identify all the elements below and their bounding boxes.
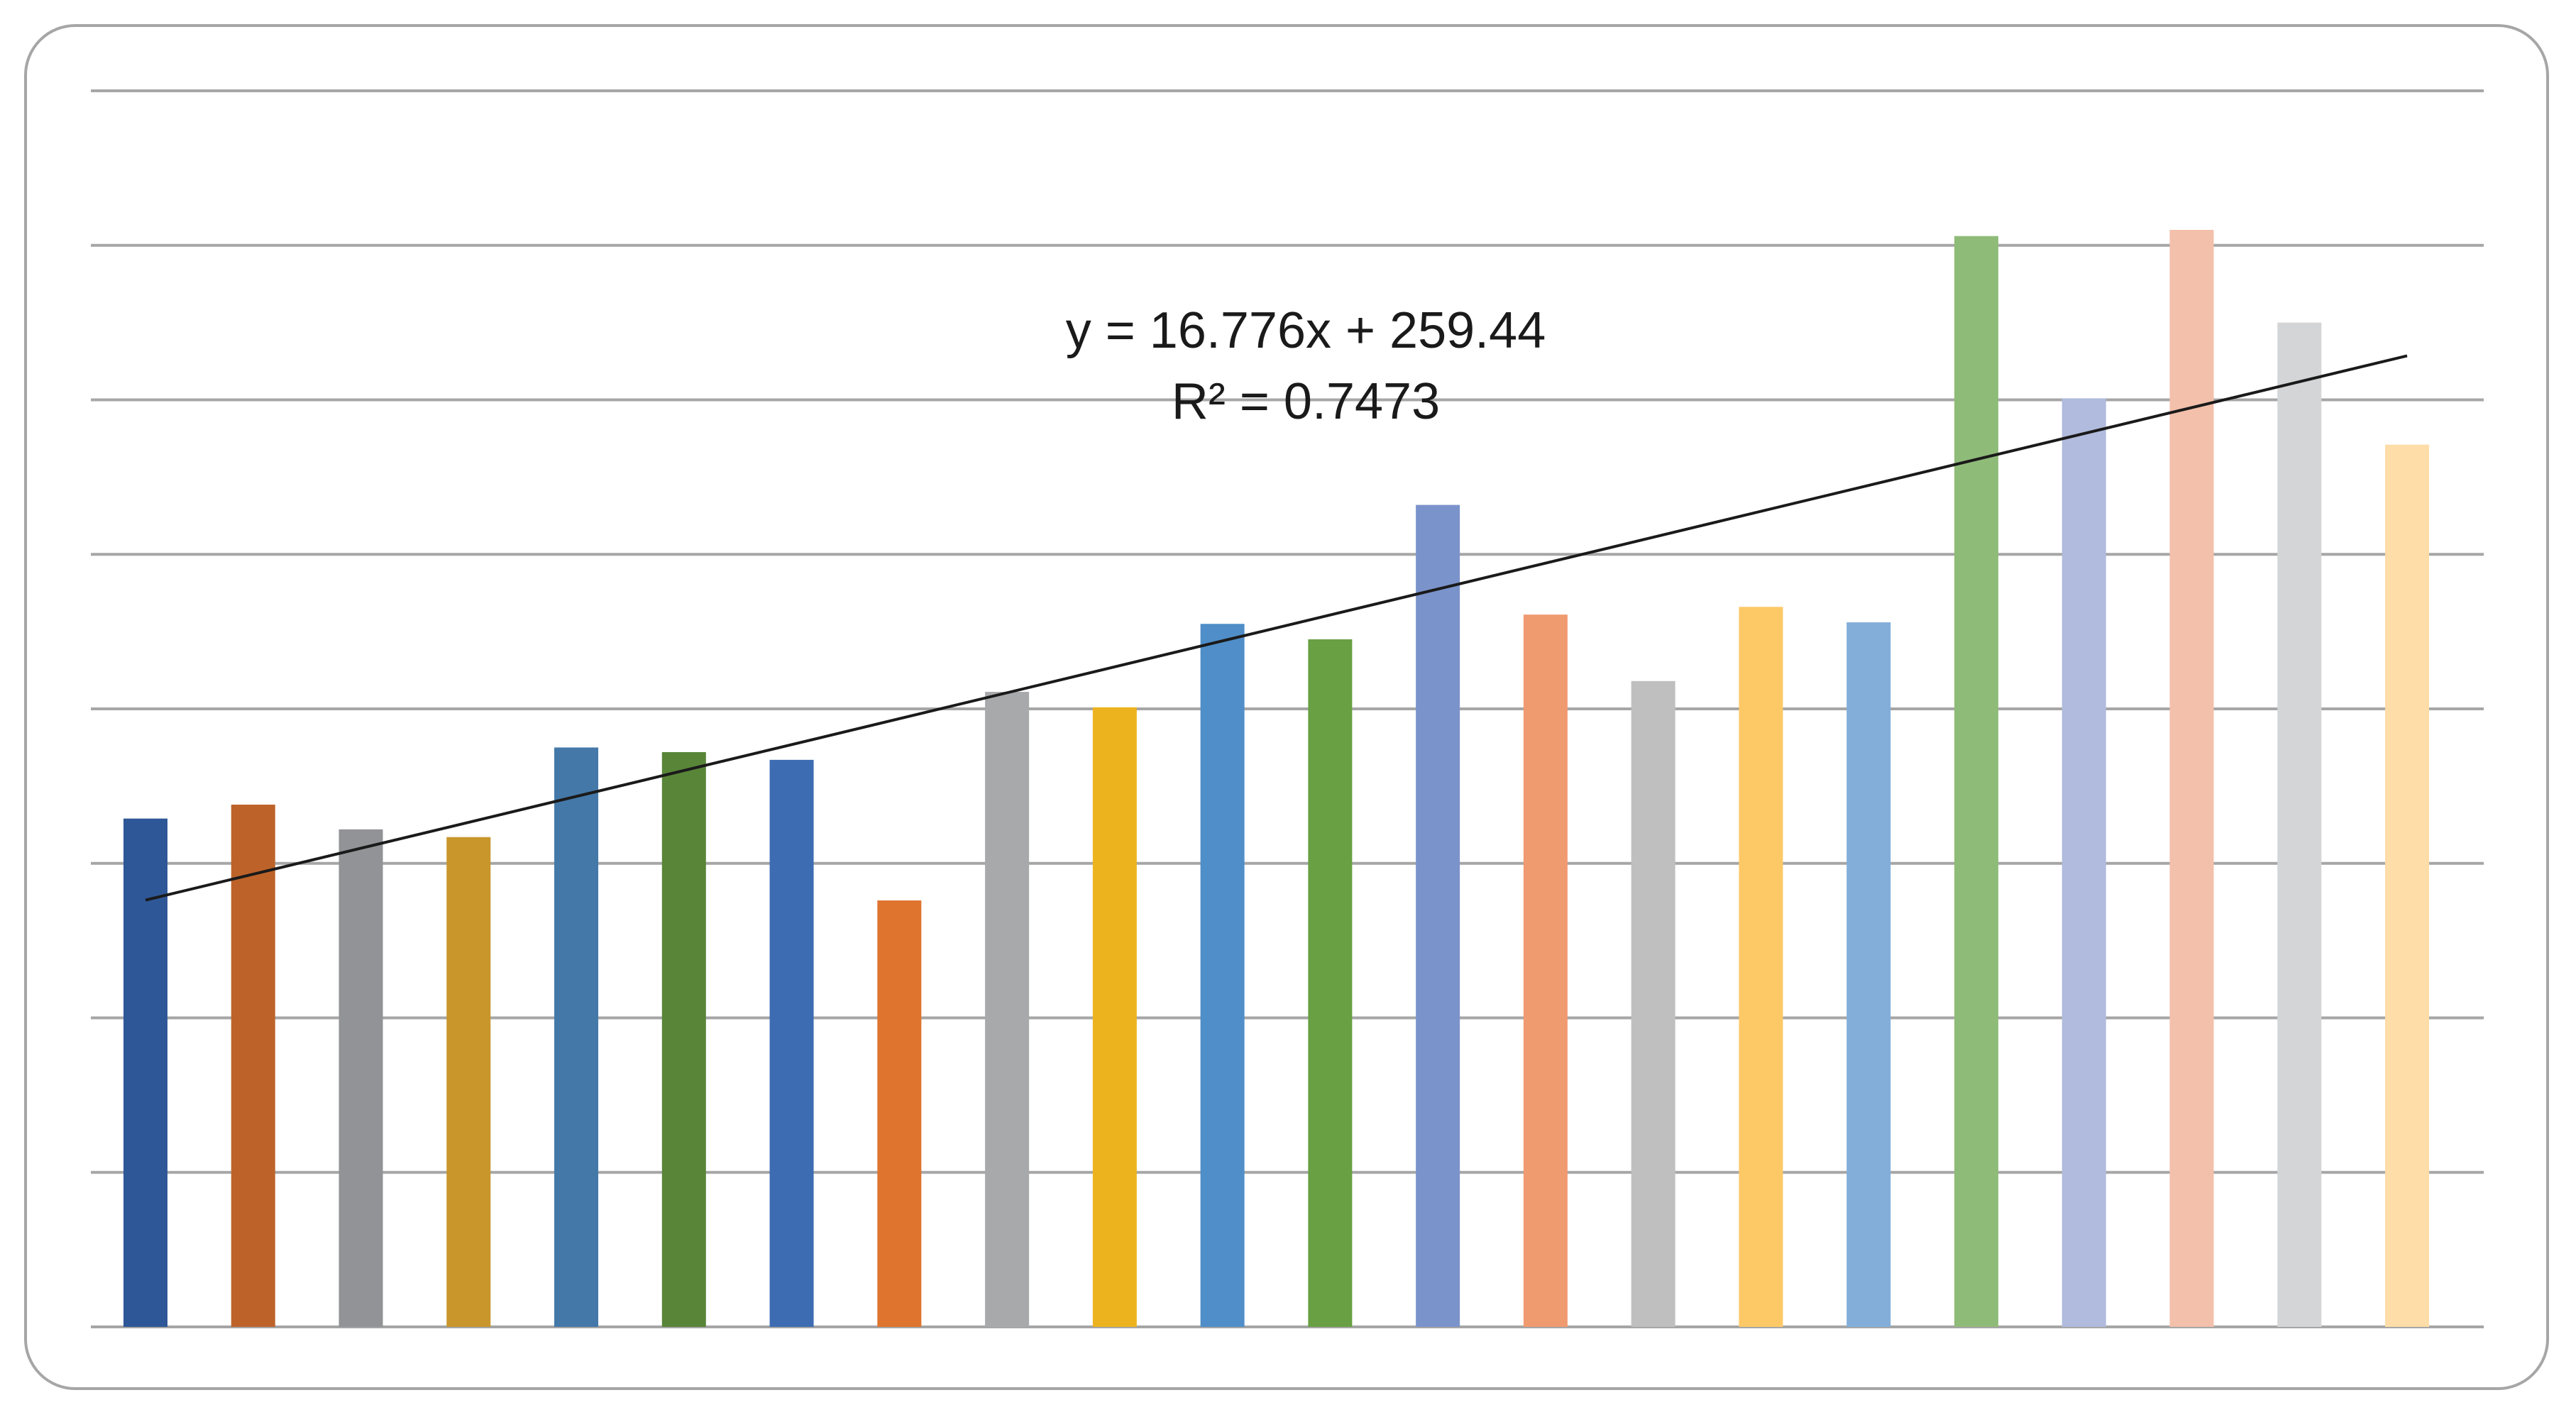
bar-11 <box>1200 624 1245 1327</box>
bar-7 <box>769 759 814 1327</box>
bar-9 <box>985 692 1030 1327</box>
bar-17 <box>1846 622 1891 1327</box>
bar-4 <box>446 837 491 1327</box>
bar-6 <box>661 751 706 1327</box>
bar-21 <box>2277 322 2322 1327</box>
bar-20 <box>2169 229 2214 1328</box>
trendline <box>145 354 2408 902</box>
chart-frame <box>24 24 2549 1390</box>
bar-12 <box>1308 639 1353 1327</box>
bar-22 <box>2385 444 2429 1328</box>
trendline-equation: y = 16.776x + 259.44 <box>1066 302 1546 359</box>
bar-8 <box>877 900 922 1327</box>
bar-3 <box>338 829 383 1327</box>
bar-10 <box>1092 707 1137 1327</box>
bar-15 <box>1631 680 1675 1327</box>
bar-14 <box>1523 614 1568 1327</box>
bar-16 <box>1739 607 1783 1327</box>
bar-5 <box>554 747 599 1327</box>
bar-18 <box>1954 236 1998 1327</box>
bar-1 <box>123 818 167 1327</box>
bar-19 <box>2062 398 2106 1327</box>
trendline-r-squared: R² = 0.7473 <box>1172 373 1440 430</box>
bar-13 <box>1416 505 1460 1327</box>
bars <box>123 229 2429 1328</box>
bar-2 <box>231 805 275 1327</box>
